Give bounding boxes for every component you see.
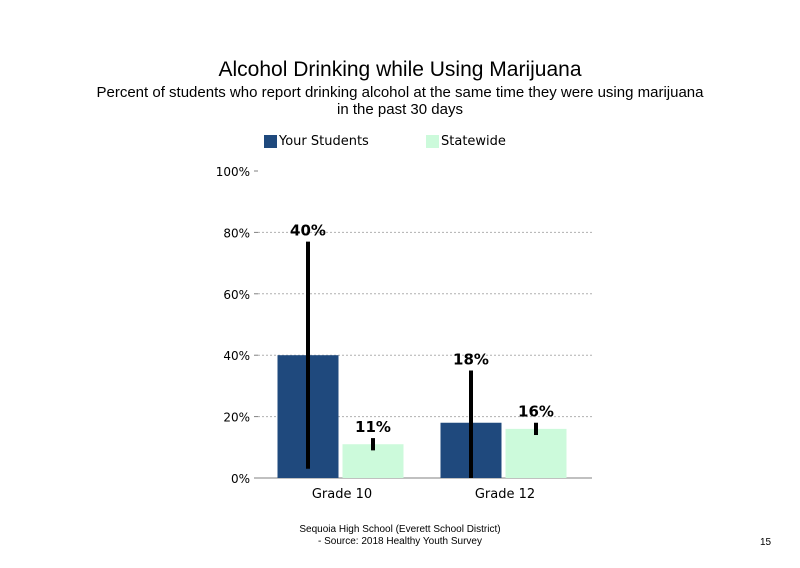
legend-swatch-your-students [264, 135, 277, 148]
y-tick-label: 40% [223, 349, 250, 363]
y-tick-label: 100% [216, 165, 250, 179]
data-label: 11% [355, 418, 391, 436]
legend-label-statewide: Statewide [441, 134, 506, 149]
y-tick-label: 0% [231, 472, 250, 486]
footer-source: - Source: 2018 Healthy Youth Survey [318, 536, 482, 547]
x-tick-label: Grade 10 [312, 487, 372, 502]
chart-title: Alcohol Drinking while Using Marijuana [218, 58, 582, 81]
footer: Sequoia High School (Everett School Dist… [150, 524, 650, 548]
data-label: 40% [290, 222, 326, 240]
legend-label-your-students: Your Students [279, 134, 369, 149]
subtitle-line-2: in the past 30 days [337, 101, 463, 118]
y-tick-label: 60% [223, 288, 250, 302]
chart-subtitle: Percent of students who report drinking … [0, 84, 800, 118]
legend-item-statewide: Statewide [426, 134, 506, 149]
subtitle-line-1: Percent of students who report drinking … [96, 84, 704, 101]
y-tick-label: 80% [223, 226, 250, 240]
y-tick-label: 20% [223, 411, 250, 425]
legend-swatch-statewide [426, 135, 439, 148]
legend-item-your-students: Your Students [264, 134, 369, 149]
bar [505, 428, 567, 478]
data-label: 18% [453, 351, 489, 369]
data-label: 16% [518, 403, 554, 421]
x-tick-label: Grade 12 [475, 487, 535, 502]
footer-school: Sequoia High School (Everett School Dist… [299, 524, 501, 535]
page-number: 15 [760, 537, 772, 548]
